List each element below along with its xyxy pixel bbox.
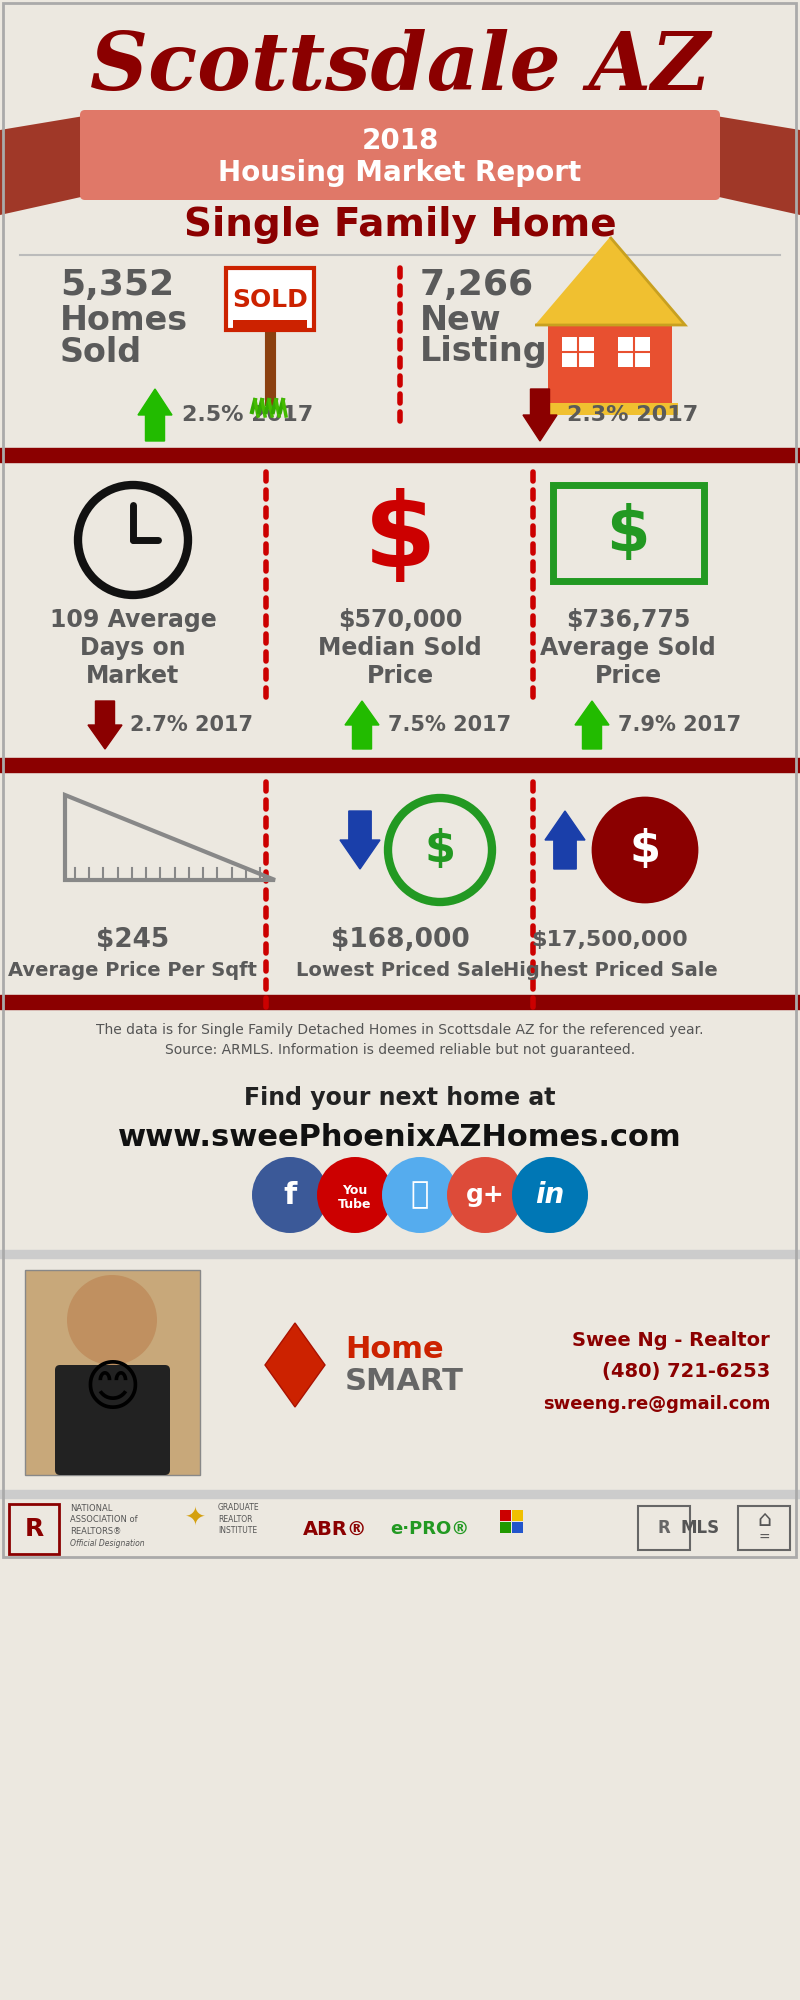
FancyBboxPatch shape — [226, 268, 314, 330]
Text: Price: Price — [594, 664, 662, 688]
Polygon shape — [88, 702, 122, 748]
FancyBboxPatch shape — [25, 1270, 200, 1476]
Text: Find your next home at: Find your next home at — [244, 1086, 556, 1110]
Text: Tube: Tube — [338, 1198, 372, 1212]
Circle shape — [67, 1276, 157, 1364]
FancyBboxPatch shape — [512, 1522, 523, 1532]
Text: 2018: 2018 — [362, 128, 438, 156]
Circle shape — [593, 798, 697, 902]
Text: New: New — [420, 304, 502, 336]
Text: Price: Price — [366, 664, 434, 688]
Text: Average Sold: Average Sold — [540, 636, 716, 660]
FancyBboxPatch shape — [548, 324, 672, 404]
Circle shape — [382, 1156, 458, 1232]
Text: SOLD: SOLD — [232, 288, 308, 312]
Text: You: You — [342, 1184, 368, 1198]
FancyBboxPatch shape — [562, 336, 594, 368]
Polygon shape — [0, 114, 90, 214]
Text: Scottsdale AZ: Scottsdale AZ — [90, 30, 710, 106]
Polygon shape — [265, 1324, 325, 1408]
Text: The data is for Single Family Detached Homes in Scottsdale AZ for the referenced: The data is for Single Family Detached H… — [96, 1022, 704, 1058]
Text: Days on: Days on — [80, 636, 186, 660]
Text: Lowest Priced Sale: Lowest Priced Sale — [296, 960, 504, 980]
Text: =: = — [758, 1532, 770, 1544]
Text: Homes: Homes — [60, 304, 188, 336]
Text: Sold: Sold — [60, 336, 142, 368]
Text: 7.5% 2017: 7.5% 2017 — [388, 716, 511, 734]
Text: 🐦: 🐦 — [411, 1180, 429, 1210]
FancyBboxPatch shape — [500, 1510, 511, 1520]
Text: Housing Market Report: Housing Market Report — [218, 160, 582, 188]
Text: 2.3% 2017: 2.3% 2017 — [567, 404, 698, 426]
FancyBboxPatch shape — [542, 404, 678, 416]
Text: $: $ — [606, 502, 650, 564]
Text: $570,000: $570,000 — [338, 608, 462, 632]
Text: Market: Market — [86, 664, 180, 688]
Polygon shape — [545, 812, 585, 868]
Polygon shape — [710, 114, 800, 214]
Text: sweeng.re@gmail.com: sweeng.re@gmail.com — [542, 1396, 770, 1412]
Text: $736,775: $736,775 — [566, 608, 690, 632]
Polygon shape — [575, 702, 609, 748]
Text: ✦: ✦ — [185, 1508, 206, 1532]
Text: 109 Average: 109 Average — [50, 608, 216, 632]
Text: $245: $245 — [96, 928, 170, 954]
Polygon shape — [535, 236, 685, 324]
Text: NATIONAL
ASSOCIATION of
REALTORS®: NATIONAL ASSOCIATION of REALTORS® — [70, 1504, 138, 1536]
FancyBboxPatch shape — [618, 336, 650, 368]
Circle shape — [317, 1156, 393, 1232]
Text: $: $ — [425, 828, 455, 872]
FancyBboxPatch shape — [233, 320, 307, 332]
Text: Average Price Per Sqft: Average Price Per Sqft — [9, 960, 258, 980]
FancyBboxPatch shape — [80, 110, 720, 200]
Text: Official Designation: Official Designation — [70, 1540, 145, 1548]
Text: Listing: Listing — [420, 336, 548, 368]
Text: GRADUATE
REALTOR
INSTITUTE: GRADUATE REALTOR INSTITUTE — [218, 1502, 260, 1536]
Text: Home: Home — [345, 1336, 444, 1364]
Polygon shape — [138, 388, 172, 442]
Text: Highest Priced Sale: Highest Priced Sale — [502, 960, 718, 980]
Text: 😊: 😊 — [83, 1364, 141, 1416]
Circle shape — [447, 1156, 523, 1232]
Text: 2.7% 2017: 2.7% 2017 — [130, 716, 253, 734]
Text: R: R — [658, 1520, 670, 1536]
FancyBboxPatch shape — [500, 1522, 511, 1532]
Text: 7,266: 7,266 — [420, 268, 534, 302]
Text: g+: g+ — [466, 1182, 504, 1206]
FancyBboxPatch shape — [512, 1510, 523, 1520]
Text: Median Sold: Median Sold — [318, 636, 482, 660]
Text: MLS: MLS — [681, 1520, 719, 1536]
Circle shape — [512, 1156, 588, 1232]
Polygon shape — [523, 388, 557, 442]
Text: Swee Ng - Realtor: Swee Ng - Realtor — [572, 1330, 770, 1350]
Text: ABR®: ABR® — [302, 1520, 367, 1538]
Text: $17,500,000: $17,500,000 — [532, 930, 688, 950]
Circle shape — [252, 1156, 328, 1232]
Text: (480) 721-6253: (480) 721-6253 — [602, 1362, 770, 1382]
FancyBboxPatch shape — [55, 1364, 170, 1476]
Text: Single Family Home: Single Family Home — [184, 206, 616, 244]
Text: ⌂: ⌂ — [757, 1510, 771, 1530]
Text: $: $ — [364, 488, 436, 588]
Text: SMART: SMART — [345, 1368, 464, 1396]
Text: in: in — [535, 1180, 565, 1208]
Polygon shape — [340, 812, 380, 868]
Text: f: f — [283, 1180, 297, 1210]
Text: 7.9% 2017: 7.9% 2017 — [618, 716, 741, 734]
Text: 5,352: 5,352 — [60, 268, 174, 302]
Text: e·PRO®: e·PRO® — [390, 1520, 470, 1538]
Polygon shape — [345, 702, 379, 748]
Text: www.sweePhoenixAZHomes.com: www.sweePhoenixAZHomes.com — [118, 1124, 682, 1152]
Text: $168,000: $168,000 — [330, 928, 470, 954]
Text: 2.5% 2017: 2.5% 2017 — [182, 404, 314, 426]
Text: R: R — [24, 1516, 44, 1540]
Text: $: $ — [630, 828, 661, 872]
